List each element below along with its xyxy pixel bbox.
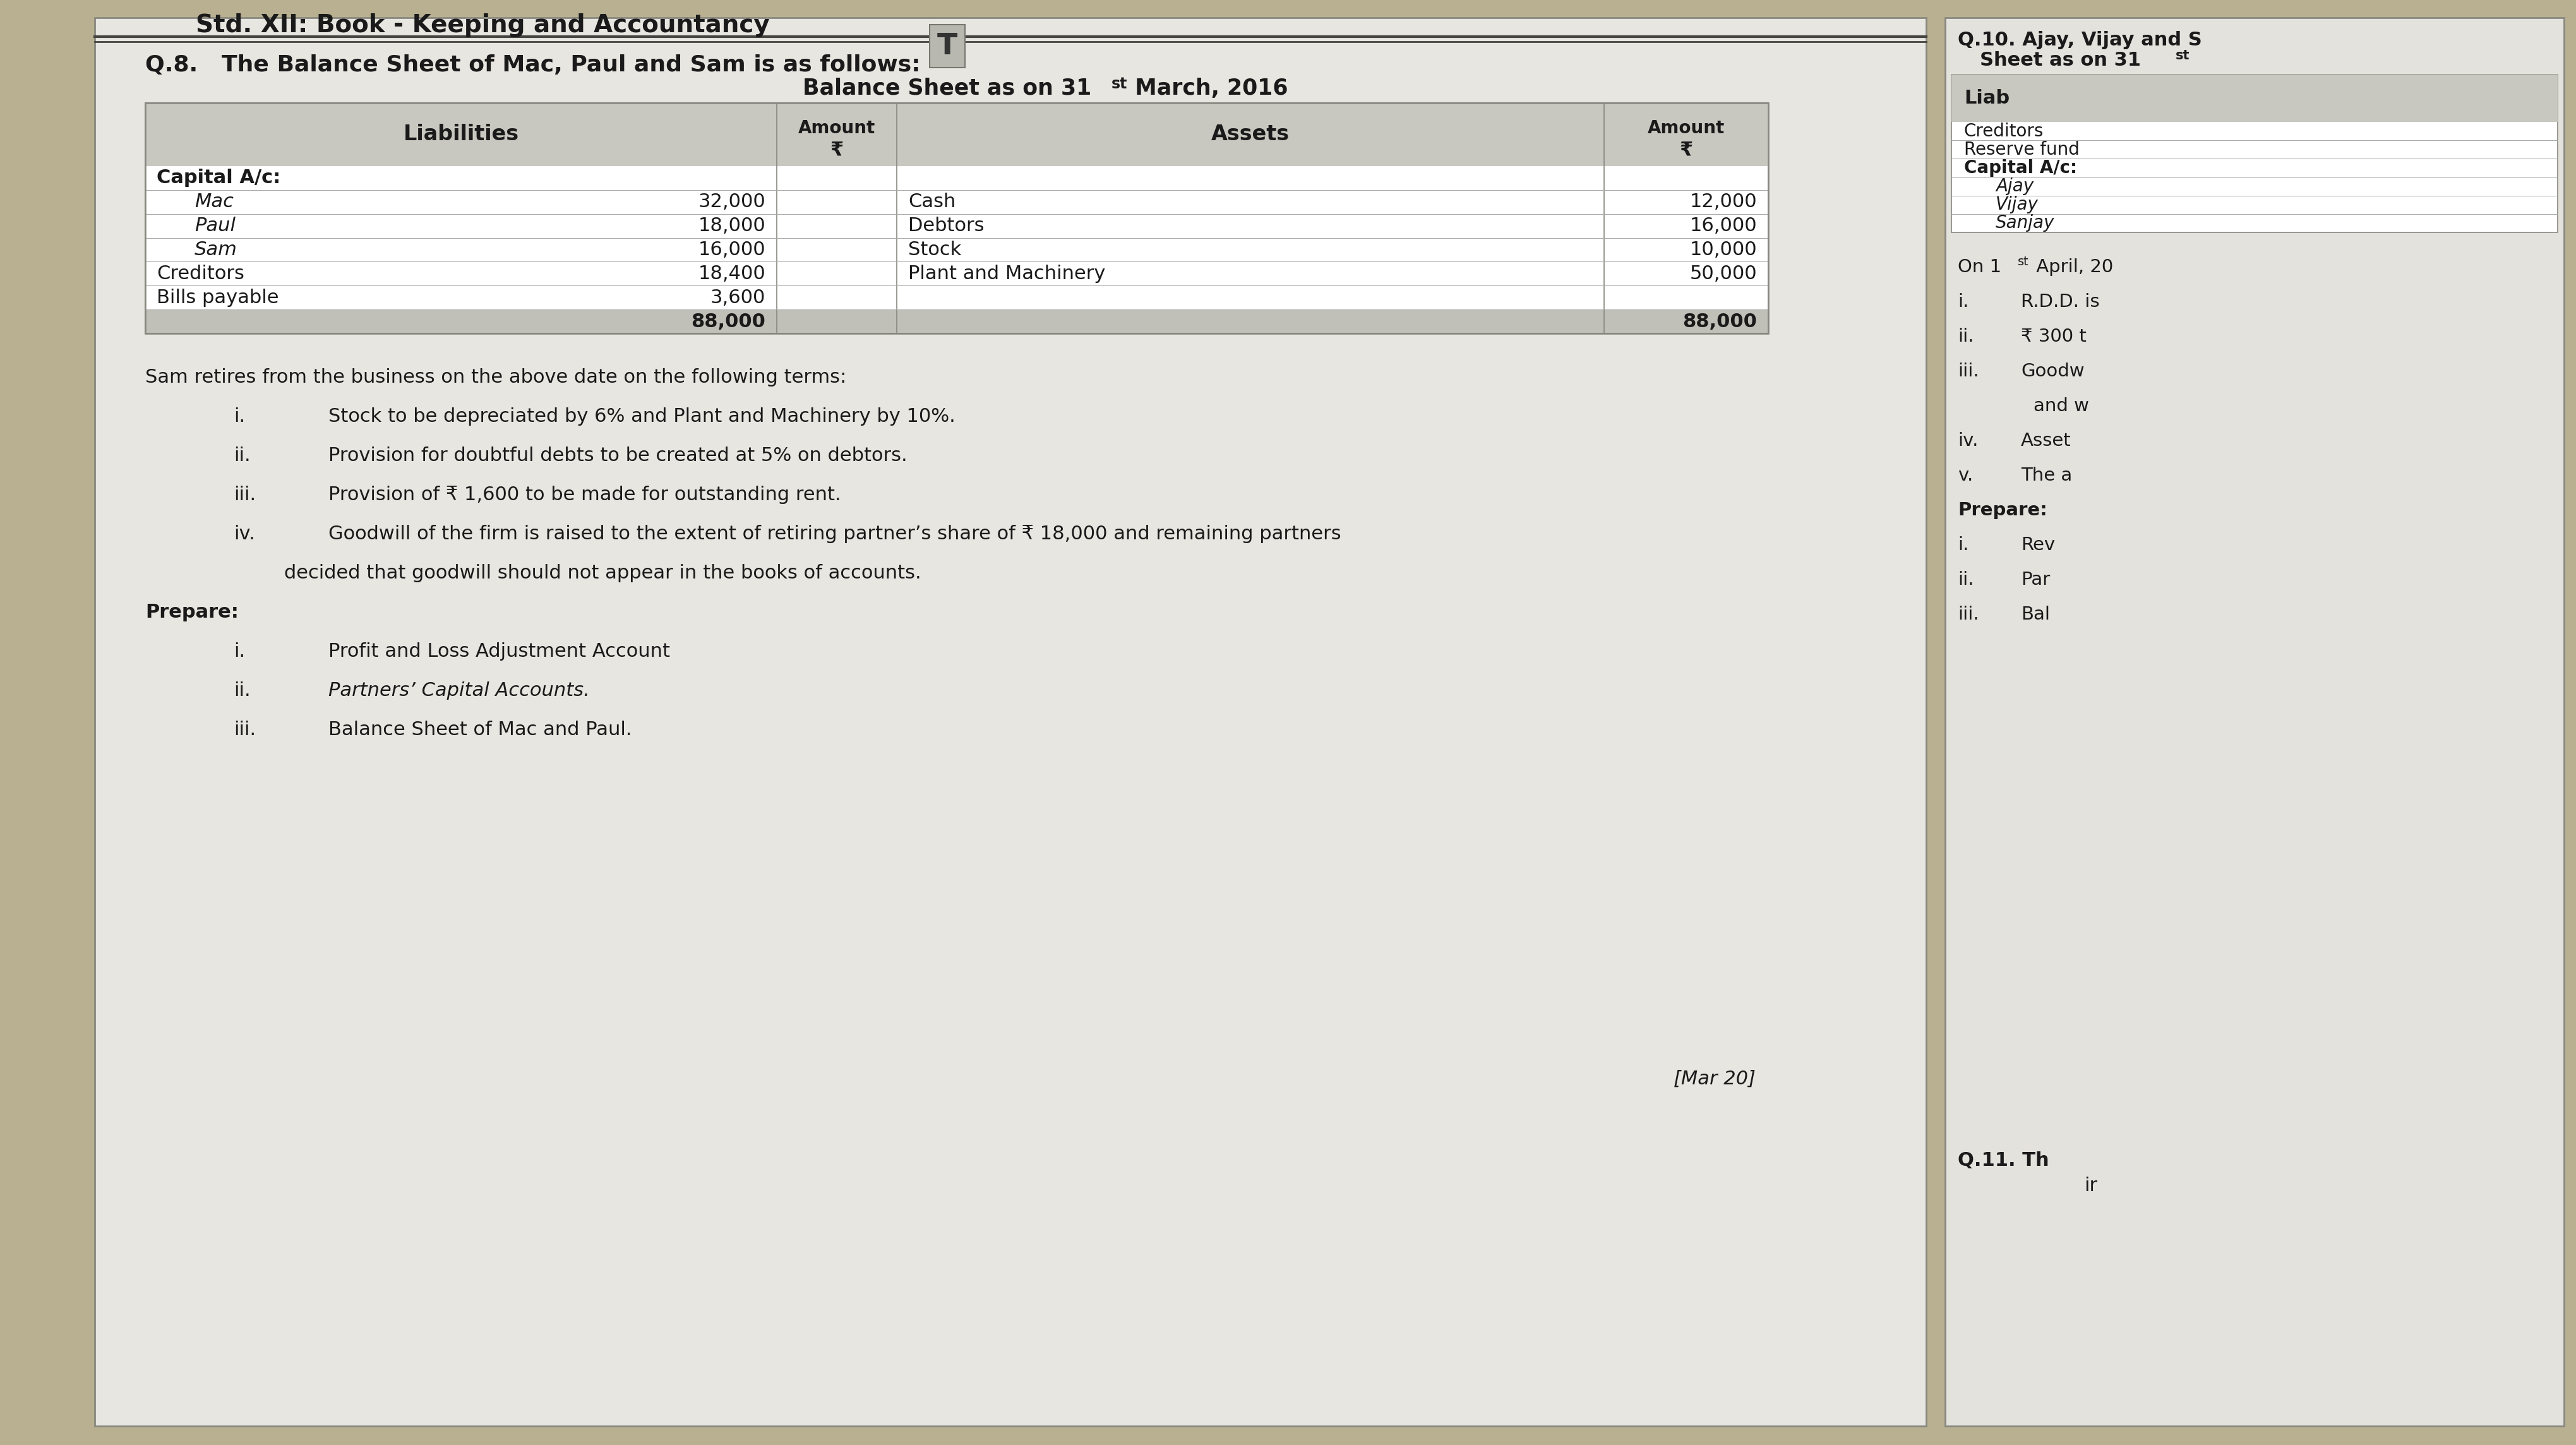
- Text: and w: and w: [2032, 397, 2089, 415]
- Text: Balance Sheet as on 31: Balance Sheet as on 31: [804, 78, 1092, 100]
- Text: Prepare:: Prepare:: [1958, 501, 2048, 519]
- Text: Partners’ Capital Accounts.: Partners’ Capital Accounts.: [327, 682, 590, 699]
- Text: ₹ 300 t: ₹ 300 t: [2020, 328, 2087, 345]
- Text: ii.: ii.: [1958, 328, 1973, 345]
- Text: v.: v.: [1958, 467, 1973, 484]
- Text: Balance Sheet of Mac and Paul.: Balance Sheet of Mac and Paul.: [327, 721, 631, 738]
- Text: Goodwill of the firm is raised to the extent of retiring partner’s share of ₹ 18: Goodwill of the firm is raised to the ex…: [327, 525, 1340, 543]
- Text: Bal: Bal: [2020, 605, 2050, 623]
- Text: Bills payable: Bills payable: [157, 289, 278, 306]
- Text: st: st: [2174, 49, 2190, 62]
- Text: i.: i.: [1958, 293, 1968, 311]
- Text: st: st: [2017, 256, 2027, 269]
- Text: The a: The a: [2020, 467, 2071, 484]
- Text: i.: i.: [1958, 536, 1968, 553]
- Text: Mac: Mac: [193, 192, 234, 211]
- Text: 12,000: 12,000: [1690, 192, 1757, 211]
- Text: ₹: ₹: [829, 142, 842, 159]
- Text: April, 20: April, 20: [2030, 259, 2112, 276]
- Text: On 1: On 1: [1958, 259, 2002, 276]
- Text: Capital A/c:: Capital A/c:: [1963, 159, 2076, 176]
- Text: Stock: Stock: [907, 241, 961, 259]
- Text: i.: i.: [234, 642, 245, 660]
- Text: Par: Par: [2020, 571, 2050, 588]
- Text: i.: i.: [234, 407, 245, 426]
- Text: Sheet as on 31: Sheet as on 31: [1978, 51, 2141, 69]
- Text: Paul: Paul: [193, 217, 234, 236]
- Text: Cash: Cash: [907, 192, 956, 211]
- Text: Q.11. Th: Q.11. Th: [1958, 1152, 2048, 1170]
- Text: March, 2016: March, 2016: [1128, 78, 1288, 100]
- Text: Prepare:: Prepare:: [144, 603, 240, 621]
- Text: iii.: iii.: [234, 486, 255, 504]
- Text: ii.: ii.: [234, 447, 250, 465]
- FancyBboxPatch shape: [1945, 17, 2563, 1426]
- Text: iv.: iv.: [234, 525, 255, 543]
- Text: Q.8.   The Balance Sheet of Mac, Paul and Sam is as follows:: Q.8. The Balance Sheet of Mac, Paul and …: [144, 55, 920, 75]
- Text: Reserve fund: Reserve fund: [1963, 140, 2079, 159]
- FancyBboxPatch shape: [1950, 75, 2558, 233]
- Text: Amount: Amount: [1646, 120, 1723, 137]
- Text: 88,000: 88,000: [690, 312, 765, 331]
- Text: Ajay: Ajay: [1996, 178, 2032, 195]
- Text: Creditors: Creditors: [157, 264, 245, 283]
- Text: T: T: [938, 32, 958, 61]
- Text: Asset: Asset: [2020, 432, 2071, 449]
- Text: iii.: iii.: [1958, 605, 1978, 623]
- Text: 10,000: 10,000: [1690, 241, 1757, 259]
- Text: ₹: ₹: [1680, 142, 1692, 159]
- Text: Liabilities: Liabilities: [402, 124, 518, 144]
- Text: Sam retires from the business on the above date on the following terms:: Sam retires from the business on the abo…: [144, 368, 845, 386]
- Text: 88,000: 88,000: [1682, 312, 1757, 331]
- Text: 32,000: 32,000: [698, 192, 765, 211]
- Text: Debtors: Debtors: [907, 217, 984, 236]
- Text: 3,600: 3,600: [711, 289, 765, 306]
- Text: [Mar 20]: [Mar 20]: [1674, 1069, 1754, 1088]
- Text: Creditors: Creditors: [1963, 123, 2043, 140]
- Text: ii.: ii.: [234, 682, 250, 699]
- Text: decided that goodwill should not appear in the books of accounts.: decided that goodwill should not appear …: [283, 564, 922, 582]
- Text: Stock to be depreciated by 6% and Plant and Machinery by 10%.: Stock to be depreciated by 6% and Plant …: [327, 407, 956, 426]
- Text: iii.: iii.: [1958, 363, 1978, 380]
- Text: Provision of ₹ 1,600 to be made for outstanding rent.: Provision of ₹ 1,600 to be made for outs…: [327, 486, 840, 504]
- Text: Amount: Amount: [799, 120, 876, 137]
- Text: Vijay: Vijay: [1996, 197, 2038, 214]
- Text: iii.: iii.: [234, 721, 255, 738]
- Text: iv.: iv.: [1958, 432, 1978, 449]
- FancyBboxPatch shape: [95, 17, 1927, 1426]
- Text: Liab: Liab: [1963, 90, 2009, 107]
- Text: Std. XII: Book - Keeping and Accountancy: Std. XII: Book - Keeping and Accountancy: [196, 13, 770, 38]
- Text: Sanjay: Sanjay: [1996, 214, 2053, 233]
- Text: 18,400: 18,400: [698, 264, 765, 283]
- Text: 16,000: 16,000: [1690, 217, 1757, 236]
- Text: Plant and Machinery: Plant and Machinery: [907, 264, 1105, 283]
- Text: 18,000: 18,000: [698, 217, 765, 236]
- Text: Provision for doubtful debts to be created at 5% on debtors.: Provision for doubtful debts to be creat…: [327, 447, 907, 465]
- Text: Sam: Sam: [193, 241, 237, 259]
- Text: ii.: ii.: [1958, 571, 1973, 588]
- Text: Assets: Assets: [1211, 124, 1291, 144]
- Text: 50,000: 50,000: [1690, 264, 1757, 283]
- Text: R.D.D. is: R.D.D. is: [2020, 293, 2099, 311]
- Text: 16,000: 16,000: [698, 241, 765, 259]
- Text: Profit and Loss Adjustment Account: Profit and Loss Adjustment Account: [327, 642, 670, 660]
- FancyBboxPatch shape: [144, 103, 1767, 166]
- Text: Rev: Rev: [2020, 536, 2056, 553]
- FancyBboxPatch shape: [144, 103, 1767, 334]
- Text: ir: ir: [2084, 1176, 2097, 1195]
- FancyBboxPatch shape: [147, 311, 1767, 332]
- Text: Q.10. Ajay, Vijay and S: Q.10. Ajay, Vijay and S: [1958, 30, 2202, 49]
- Text: st: st: [1110, 77, 1128, 91]
- Text: Goodw: Goodw: [2020, 363, 2084, 380]
- Text: Capital A/c:: Capital A/c:: [157, 169, 281, 188]
- FancyBboxPatch shape: [1950, 75, 2558, 121]
